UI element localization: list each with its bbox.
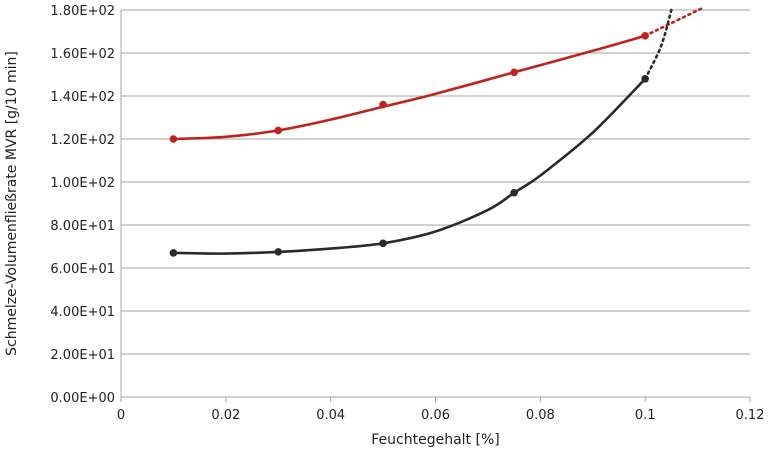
y-axis-title: Schmelze-Volumenfließrate MVR [g/10 min] xyxy=(4,51,20,356)
y-tick-label: 1.80E+02 xyxy=(50,4,115,19)
series-1-point xyxy=(641,75,649,83)
gridlines xyxy=(121,9,750,355)
series-0-point xyxy=(169,135,178,143)
series-0-point xyxy=(510,68,518,77)
series-1-point xyxy=(274,248,283,256)
series-1-point xyxy=(379,239,387,248)
y-tick-label: 1.60E+02 xyxy=(50,47,115,62)
series-0-point xyxy=(274,126,283,135)
series-0-point xyxy=(641,32,649,40)
series-1-trend-line xyxy=(173,77,647,255)
series-0-trend-line xyxy=(173,34,646,141)
y-tick-label: 1.20E+02 xyxy=(50,133,115,148)
series-1-point xyxy=(169,249,178,257)
y-tick-label: 1.40E+02 xyxy=(50,90,115,105)
series-1-extrapolation-line xyxy=(643,8,673,81)
x-axis-title: Feuchtegehalt [%] xyxy=(371,432,499,448)
series-0-extrapolation-line xyxy=(643,6,705,38)
axes xyxy=(120,10,751,402)
y-tick-label: 1.00E+02 xyxy=(50,176,115,191)
y-tick-label: 8.00E+01 xyxy=(50,219,115,234)
x-tick-label: 0.02 xyxy=(211,408,240,423)
x-tick-label: 0.06 xyxy=(421,408,450,423)
x-tick-label: 0 xyxy=(117,408,125,423)
y-tick-label: 6.00E+01 xyxy=(50,262,115,277)
y-tick-label: 2.00E+01 xyxy=(50,348,115,363)
series-layer xyxy=(169,6,705,257)
x-tick-label: 0.12 xyxy=(736,408,765,423)
x-tick-label: 0.04 xyxy=(316,408,345,423)
series-0 xyxy=(169,6,705,143)
x-tick-label: 0.1 xyxy=(635,408,656,423)
tick-labels: 0.00E+00 2.00E+01 4.00E+01 6.00E+01 8.00E+01… xyxy=(50,4,764,423)
series-1 xyxy=(169,8,673,257)
series-1-point xyxy=(510,188,518,197)
y-tick-label: 4.00E+01 xyxy=(50,305,115,320)
series-0-point xyxy=(379,100,387,109)
y-tick-label: 0.00E+00 xyxy=(50,391,115,406)
x-tick-label: 0.08 xyxy=(526,408,555,423)
